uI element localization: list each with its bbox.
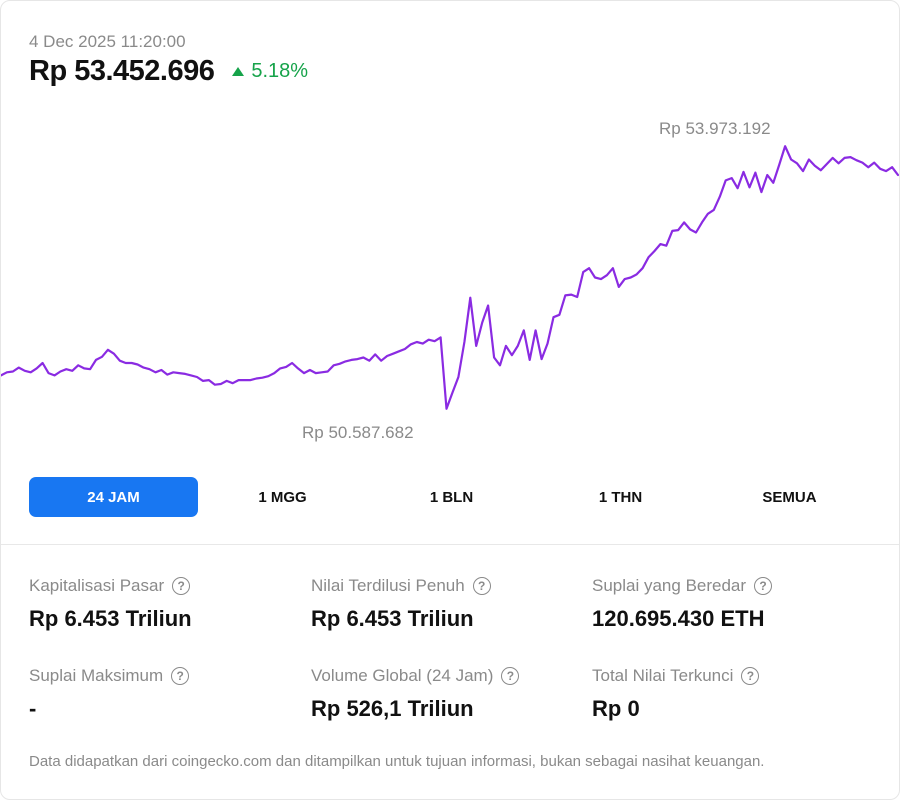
up-arrow-icon: [232, 67, 245, 76]
tab-1-mgg[interactable]: 1 MGG: [258, 488, 307, 506]
chart-low-label: Rp 50.587.682: [302, 423, 414, 442]
stat-fully-diluted: Nilai Terdilusi Penuh? Rp 6.453 Triliun: [311, 576, 491, 632]
tab-1-thn[interactable]: 1 THN: [598, 488, 643, 506]
price-change: 5.18%: [232, 60, 308, 83]
stat-max-supply: Suplai Maksimum? -: [29, 666, 190, 722]
tab-24-jam[interactable]: 24 JAM: [29, 477, 198, 517]
stat-total-value-locked: Total Nilai Terkunci? Rp 0: [592, 666, 760, 722]
tab-semua[interactable]: SEMUA: [762, 488, 817, 506]
price-line: [1, 145, 899, 410]
help-icon[interactable]: ?: [472, 577, 491, 595]
tab-1-bln[interactable]: 1 BLN: [429, 488, 474, 506]
stat-market-cap: Kapitalisasi Pasar? Rp 6.453 Triliun: [29, 576, 192, 632]
stat-global-volume: Volume Global (24 Jam)? Rp 526,1 Triliun: [311, 666, 520, 722]
divider: [1, 544, 899, 545]
stat-value: Rp 0: [592, 696, 640, 721]
stat-circulating-supply: Suplai yang Beredar? 120.695.430 ETH: [592, 576, 773, 632]
help-icon[interactable]: ?: [171, 667, 190, 685]
help-icon[interactable]: ?: [754, 577, 773, 595]
stat-value: Rp 6.453 Triliun: [29, 606, 192, 631]
stat-label: Volume Global (24 Jam): [311, 666, 494, 685]
help-icon[interactable]: ?: [741, 667, 760, 685]
stat-label: Kapitalisasi Pasar: [29, 576, 165, 595]
stat-label: Suplai yang Beredar: [592, 576, 747, 595]
disclaimer: Data didapatkan dari coingecko.com dan d…: [29, 753, 765, 770]
timestamp: 4 Dec 2025 11:20:00: [29, 32, 186, 51]
stat-label: Suplai Maksimum: [29, 666, 164, 685]
price-change-percent: 5.18%: [251, 60, 309, 82]
price-row: Rp 53.452.696 5.18%: [29, 55, 308, 88]
stat-label: Total Nilai Terkunci: [592, 666, 734, 685]
stat-label: Nilai Terdilusi Penuh: [311, 576, 465, 595]
help-icon[interactable]: ?: [172, 577, 191, 595]
help-icon[interactable]: ?: [501, 667, 520, 685]
chart-high-label: Rp 53.973.192: [659, 119, 771, 138]
timeframe-tabs: 24 JAM 1 MGG 1 BLN 1 THN SEMUA: [29, 477, 874, 517]
stat-value: 120.695.430 ETH: [592, 606, 765, 631]
current-price: Rp 53.452.696: [29, 55, 215, 87]
price-chart[interactable]: [1, 1, 899, 471]
stat-value: -: [29, 696, 37, 721]
stat-value: Rp 6.453 Triliun: [311, 606, 474, 631]
stat-value: Rp 526,1 Triliun: [311, 696, 474, 721]
